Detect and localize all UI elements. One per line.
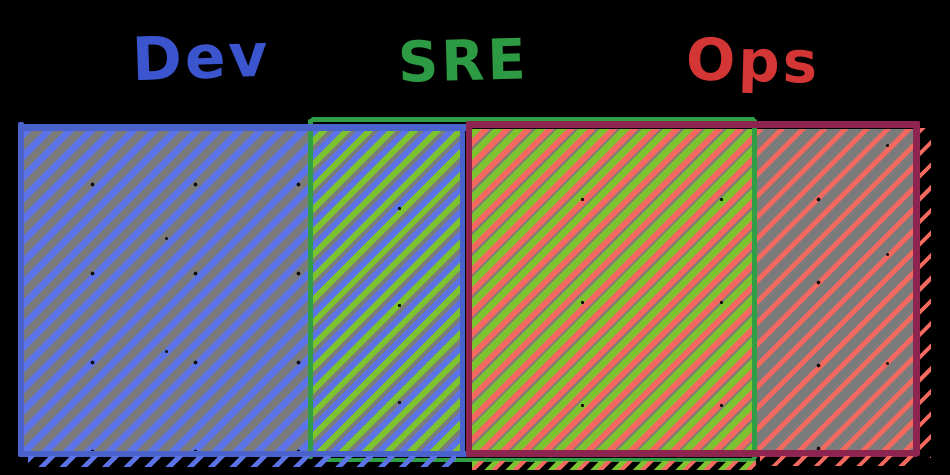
- dev-label: Dev: [130, 20, 272, 96]
- ops-rect-top-border: [466, 121, 920, 128]
- dev-sre-overlap-hatch-region: [313, 129, 460, 451]
- sre-rect-top-border: [311, 117, 755, 122]
- ops-rect-right-border: [913, 121, 920, 456]
- sre-rect-right-border: [752, 119, 757, 459]
- sre-ops-overlap-hatch-region: [472, 129, 752, 451]
- sre-label: SRE: [397, 27, 530, 96]
- ops-label: Ops: [685, 25, 822, 97]
- dev-rect-bottom-border: [18, 451, 468, 457]
- ops-rect-left-border: [466, 121, 472, 454]
- dev-only-hatch-region: [24, 129, 309, 451]
- dev-rect-left-border: [18, 122, 24, 456]
- dev-hatch-overshoot-bottom: [28, 456, 456, 467]
- ops-hatch-overshoot-right: [920, 128, 931, 458]
- ops-hatch-overshoot-bottom: [760, 456, 913, 466]
- ops-only-hatch-region: [757, 129, 913, 451]
- sre-rect-bottom-border: [324, 458, 756, 462]
- dev-rect-top-border: [18, 124, 468, 131]
- sre-rect-left-border: [308, 119, 313, 459]
- dev-rect-right-border: [460, 126, 465, 454]
- ops-rect-bottom-border: [466, 450, 918, 457]
- sre-ops-hatch-overshoot-bottom: [472, 461, 756, 470]
